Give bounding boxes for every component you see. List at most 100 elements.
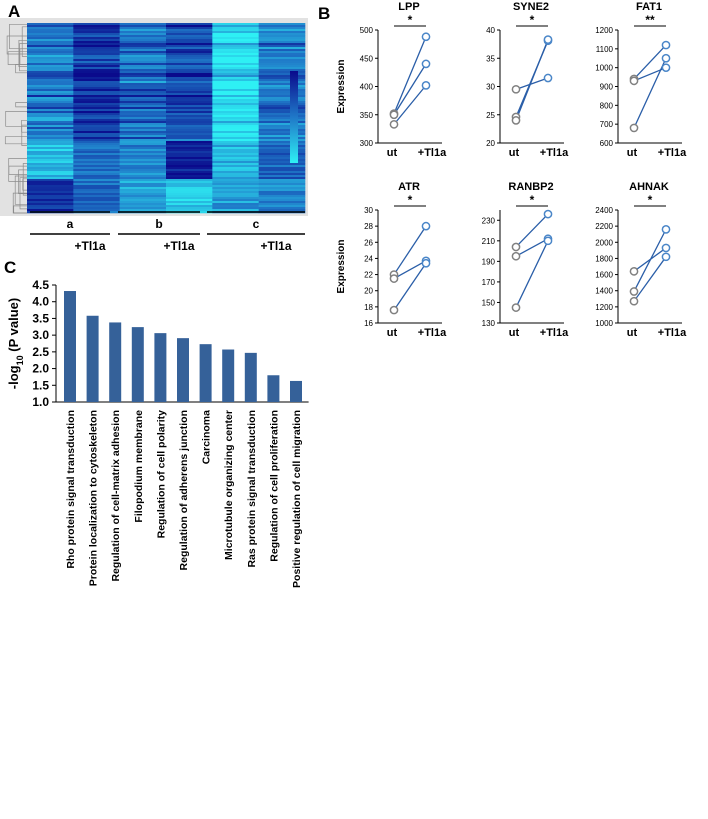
heatmap-cell	[73, 183, 120, 186]
heatmap-cell	[258, 97, 306, 100]
heatmap-cell	[119, 95, 167, 98]
heatmap-cell	[212, 169, 259, 172]
pair-line	[515, 240, 549, 308]
heatmap-cell	[73, 175, 120, 178]
heatmap-cell	[119, 25, 167, 28]
heatmap-cell	[212, 147, 259, 150]
heatmap-cell	[166, 61, 213, 64]
heatmap-cell	[119, 97, 167, 100]
heatmap-cell	[166, 25, 213, 28]
heatmap-cell	[212, 191, 259, 194]
heatmap-cell	[212, 157, 259, 160]
heatmap-cell	[258, 127, 306, 130]
heatmap-cell	[212, 25, 259, 28]
heatmap-cell	[27, 179, 74, 182]
heatmap-cell	[258, 141, 306, 144]
heatmap-cell	[73, 167, 120, 170]
pair-line	[393, 84, 427, 125]
y-tick-label: 230	[482, 216, 496, 225]
heatmap-cell	[73, 103, 120, 106]
heatmap-cell	[73, 137, 120, 140]
y-tick-label: 1200	[595, 26, 613, 35]
plot-title: AHNAK	[629, 181, 669, 193]
bar	[244, 352, 257, 402]
y-tick-label: 600	[600, 139, 614, 148]
heatmap-cell	[73, 147, 120, 150]
bar-chart-svg: 1.0 1.5 2.0 2.5 3.0 3.5 4.0 4.5 -log10 (P value)…	[6, 278, 309, 588]
heatmap-cell	[73, 177, 120, 180]
panel-label-c: C	[4, 258, 17, 277]
treated-point	[421, 81, 431, 90]
heatmap-cell	[166, 49, 213, 52]
bar	[222, 349, 235, 402]
heatmap-cell	[166, 81, 213, 84]
bar-y-tick-label: 3.5	[32, 311, 49, 325]
heatmap-cell	[73, 79, 120, 82]
heatmap-cell	[27, 107, 74, 110]
bar	[199, 344, 212, 402]
heatmap-cell	[73, 63, 120, 66]
dot-plot-syne2: SYNE2* 20 25 30 35 40 ut +Tl1a	[486, 1, 569, 159]
heatmap-cell	[212, 57, 259, 60]
heatmap-cell	[258, 91, 306, 94]
heatmap-cell	[119, 119, 167, 122]
heatmap-cell	[73, 199, 120, 202]
heatmap-cell	[73, 201, 120, 204]
heatmap-cell	[166, 97, 213, 100]
heatmap-cell	[119, 185, 167, 188]
y-tick-label: 350	[360, 111, 374, 120]
bar-category-label: Regulation of adherens junction	[178, 410, 190, 570]
heatmap-cell	[166, 171, 213, 174]
panel-label-b: B	[318, 4, 331, 23]
heatmap-cell	[166, 47, 213, 50]
treated-point	[543, 209, 553, 219]
x-tick-label: ut	[627, 147, 638, 159]
y-tick-label: 16	[364, 319, 373, 328]
heatmap-cell	[166, 145, 213, 148]
heatmap-cell	[258, 199, 306, 202]
heatmap-group-label: a	[67, 217, 74, 231]
heatmap-cell	[119, 41, 167, 44]
pair-line	[393, 36, 427, 114]
heatmap-cell	[166, 157, 213, 160]
heatmap-cell	[73, 185, 120, 188]
heatmap-cell	[119, 69, 167, 72]
heatmap-cell	[258, 209, 306, 212]
bar	[290, 380, 302, 402]
bar-category-label: Positive regulation of cell migration	[291, 410, 303, 588]
heatmap-cell	[119, 37, 167, 40]
heatmap-cell	[73, 27, 120, 30]
heatmap-cell	[73, 83, 120, 86]
heatmap-cell	[258, 75, 306, 78]
heatmap-cell	[258, 79, 306, 82]
heatmap-cell	[73, 123, 120, 126]
pair-line	[633, 44, 667, 80]
heatmap-cell	[166, 203, 213, 206]
heatmap-cell	[73, 81, 120, 84]
heatmap-cell	[166, 91, 213, 94]
heatmap-group-label: b	[155, 217, 162, 231]
heatmap-group-treatment: +Tl1a	[260, 239, 291, 253]
heatmap-cell	[73, 115, 120, 118]
heatmap-cell	[212, 109, 259, 112]
y-axis-label: Expression	[336, 240, 347, 294]
untreated-point	[629, 296, 639, 306]
heatmap-cell	[212, 205, 259, 208]
heatmap-cell	[258, 113, 306, 116]
heatmap-cell	[166, 161, 213, 164]
heatmap-cell	[258, 159, 306, 162]
heatmap-cell	[258, 157, 306, 160]
heatmap-cell	[27, 131, 74, 134]
heatmap-cell	[27, 171, 74, 174]
heatmap-cell	[27, 83, 74, 86]
heatmap-cell	[27, 109, 74, 112]
heatmap-cell	[212, 139, 259, 142]
heatmap-cell	[258, 147, 306, 150]
heatmap-cell	[166, 67, 213, 70]
heatmap-cell	[212, 209, 259, 212]
x-tick-label: ut	[387, 147, 398, 159]
heatmap-cell	[166, 27, 213, 30]
heatmap-cell	[166, 185, 213, 188]
heatmap-cell	[27, 51, 74, 54]
x-tick-label: +Tl1a	[658, 147, 687, 159]
